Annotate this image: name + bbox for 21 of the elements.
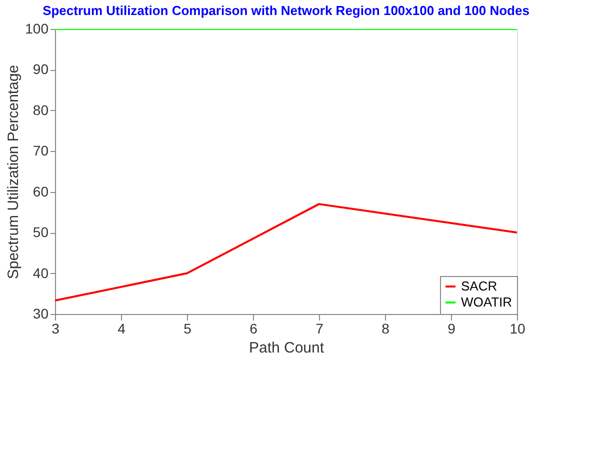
chart-title: Spectrum Utilization Comparison with Network Region 100x100 and 100 Nodes [42, 3, 530, 18]
x-tick-label: 5 [184, 320, 192, 336]
x-tick-label: 4 [118, 320, 126, 336]
x-tick-label: 7 [316, 320, 324, 336]
y-tick-label: 100 [25, 20, 49, 36]
y-tick-label: 80 [32, 102, 49, 118]
y-tick-label: 90 [32, 61, 49, 78]
x-tick-label: 6 [250, 320, 258, 336]
legend-label: WOATIR [461, 294, 512, 310]
x-tick-label: 9 [448, 320, 456, 336]
x-tick-label: 10 [510, 320, 526, 336]
x-tick-label: 8 [382, 320, 390, 336]
x-tick-label: 3 [52, 320, 60, 336]
y-tick-label: 70 [32, 142, 49, 159]
y-tick-label: 40 [32, 264, 49, 281]
y-tick-label: 60 [32, 183, 49, 200]
legend-label: SACR [461, 278, 498, 294]
y-axis-title: Spectrum Utilization Percentage [5, 64, 22, 280]
x-axis-title: Path Count [248, 340, 325, 356]
y-tick-label: 50 [32, 224, 49, 240]
y-tick-label: 30 [32, 306, 49, 322]
